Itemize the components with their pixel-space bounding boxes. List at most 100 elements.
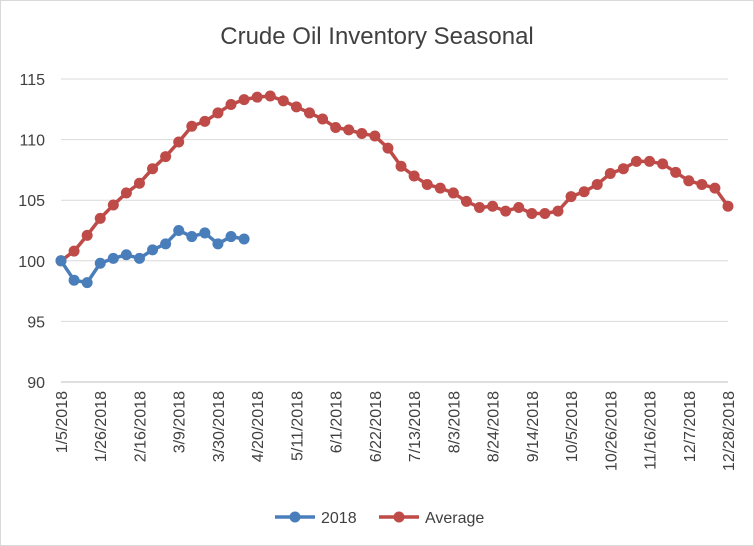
legend-label: Average xyxy=(425,510,484,527)
x-tick-label: 3/30/2018 xyxy=(211,391,228,462)
data-point xyxy=(343,124,355,136)
x-tick-label: 5/11/2018 xyxy=(289,391,306,461)
data-point xyxy=(696,178,708,190)
data-point xyxy=(447,187,459,199)
data-point xyxy=(565,191,577,203)
data-point xyxy=(683,175,695,187)
data-point xyxy=(238,94,250,106)
legend-swatch-marker xyxy=(289,511,301,523)
x-tick-label: 10/5/2018 xyxy=(564,391,581,462)
data-point xyxy=(94,257,106,269)
y-axis-ticks: 90 95 100 105 110 115 xyxy=(18,72,45,392)
data-point xyxy=(94,212,106,224)
x-tick-label: 6/1/2018 xyxy=(329,391,346,453)
data-point xyxy=(147,244,159,256)
x-tick-label: 8/3/2018 xyxy=(446,391,463,453)
data-point xyxy=(173,225,185,236)
data-point xyxy=(160,151,172,163)
data-point xyxy=(539,208,551,220)
data-point xyxy=(578,186,590,198)
series-layer xyxy=(55,90,734,289)
legend-item-2018: 2018 xyxy=(275,510,357,527)
y-tick-label: 95 xyxy=(27,314,45,331)
data-point xyxy=(591,178,603,190)
x-tick-label: 7/13/2018 xyxy=(407,391,424,462)
data-point xyxy=(199,115,211,127)
data-point xyxy=(330,121,342,133)
data-point xyxy=(225,231,237,243)
data-point xyxy=(617,163,629,175)
y-tick-label: 100 xyxy=(18,254,45,271)
x-tick-label: 6/22/2018 xyxy=(368,391,385,462)
data-point xyxy=(722,200,734,212)
data-point xyxy=(68,274,80,286)
legend-label: 2018 xyxy=(321,510,357,527)
x-tick-label: 1/26/2018 xyxy=(93,391,110,462)
data-point xyxy=(630,155,642,167)
data-point xyxy=(264,90,276,102)
legend: 2018 Average xyxy=(275,510,484,527)
x-tick-label: 4/20/2018 xyxy=(250,391,267,462)
data-point xyxy=(186,120,198,132)
data-point xyxy=(225,98,237,110)
data-point xyxy=(317,113,329,125)
y-tick-label: 90 xyxy=(27,375,45,392)
data-point xyxy=(186,231,198,243)
series-line xyxy=(59,94,730,263)
data-point xyxy=(81,277,93,289)
data-point xyxy=(526,208,538,220)
x-tick-label: 3/9/2018 xyxy=(172,391,189,453)
legend-swatch-marker xyxy=(393,511,405,523)
gridlines xyxy=(61,78,728,383)
x-tick-label: 1/5/2018 xyxy=(54,391,71,453)
data-point xyxy=(644,155,656,167)
data-point xyxy=(277,95,289,107)
data-point xyxy=(238,233,250,245)
data-point xyxy=(212,107,224,119)
data-point xyxy=(474,201,486,213)
data-point xyxy=(604,168,616,180)
data-point xyxy=(55,255,67,267)
chart-title: Crude Oil Inventory Seasonal xyxy=(220,23,534,50)
series-2018 xyxy=(55,225,250,289)
x-tick-label: 8/24/2018 xyxy=(486,391,503,462)
data-point xyxy=(487,200,499,212)
data-point xyxy=(133,252,145,264)
data-point xyxy=(120,187,132,199)
y-tick-label: 115 xyxy=(19,72,45,89)
data-point xyxy=(133,177,145,189)
x-tick-label: 9/14/2018 xyxy=(525,391,542,462)
data-point xyxy=(434,182,446,194)
y-tick-label: 105 xyxy=(18,193,45,210)
series-average xyxy=(55,90,734,267)
x-tick-label: 12/28/2018 xyxy=(721,391,738,471)
data-point xyxy=(173,136,185,148)
data-point xyxy=(500,205,512,217)
data-point xyxy=(107,252,119,264)
data-point xyxy=(68,245,80,257)
y-tick-label: 110 xyxy=(19,133,45,150)
data-point xyxy=(107,199,119,211)
data-point xyxy=(212,238,224,250)
legend-item-average: Average xyxy=(379,510,484,527)
data-point xyxy=(421,178,433,190)
data-point xyxy=(147,163,159,175)
data-point xyxy=(408,170,420,182)
data-point xyxy=(552,205,564,217)
data-point xyxy=(513,201,525,213)
x-tick-label: 2/16/2018 xyxy=(132,391,149,462)
data-point xyxy=(199,227,211,239)
data-point xyxy=(395,160,407,172)
data-point xyxy=(670,166,682,178)
data-point xyxy=(303,107,315,119)
x-tick-label: 12/7/2018 xyxy=(682,391,699,462)
x-tick-label: 11/16/2018 xyxy=(643,391,660,470)
x-axis-ticks: 1/5/2018 1/26/2018 2/16/2018 3/9/2018 3/30/2… xyxy=(54,391,738,471)
data-point xyxy=(382,142,394,154)
data-point xyxy=(369,130,381,142)
data-point xyxy=(460,195,472,207)
data-point xyxy=(709,182,721,194)
data-point xyxy=(657,158,669,170)
